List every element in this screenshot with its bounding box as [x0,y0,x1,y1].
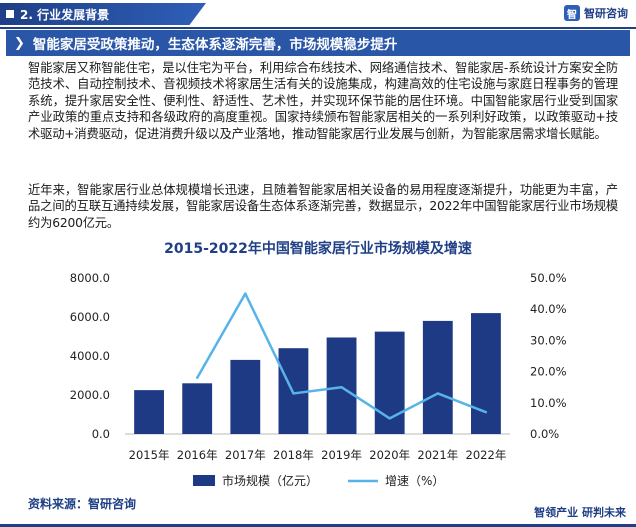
bar [230,359,261,434]
y-left-tick-label: 0.0 [92,427,110,441]
top-bar: 2. 行业发展背景 智 智研咨询 [0,0,636,28]
x-tick-label: 2022年 [466,448,507,462]
brand-name: 智研咨询 [584,7,628,20]
growth-point [244,292,247,295]
bar [326,337,357,434]
x-tick-label: 2016年 [177,448,218,462]
growth-point [195,376,199,380]
section-tab: 2. 行业发展背景 [0,3,206,25]
growth-point [340,386,343,389]
bar [422,320,453,434]
y-right-tick-label: 50.0% [530,271,567,285]
chart-title: 2015-2022年中国智能家居行业市场规模及增速 [164,240,472,257]
y-left-tick-label: 8000.0 [70,271,110,285]
legend-line-label: 增速（%） [385,474,444,488]
legend-bar-label: 市场规模（亿元） [222,473,318,488]
x-tick-label: 2019年 [321,448,362,462]
headline-banner: ❯ 智能家居受政策推动，生态体系逐渐完善，市场规模稳步提升 [6,30,630,56]
y-right-tick-label: 20.0% [530,365,567,379]
x-tick-label: 2017年 [225,448,266,462]
y-left-tick-label: 4000.0 [70,349,110,363]
market-size-chart: 2015-2022年中国智能家居行业市场规模及增速 0.0 2000.0 4000.0… [70,240,567,488]
square-icon [6,10,14,18]
bar [182,383,213,434]
growth-point [436,392,440,395]
x-tick-label: 2021年 [417,448,458,462]
bottom-divider [0,524,636,527]
y-right-tick-label: 10.0% [530,396,567,410]
body-paragraph-2: 近年来，智能家居行业总体规模增长迅速，且随着智能家居相关设备的易用程度逐渐提升，… [28,183,618,230]
section-label: 2. 行业发展背景 [20,7,110,22]
y-right-tick-label: 30.0% [530,333,567,347]
growth-point [388,417,391,420]
body-paragraph-1: 智能家居又称智能住宅，是以住宅为平台，利用综合布线技术、网络通信技术、智能家居-… [28,61,618,141]
y-left-tick-label: 6000.0 [70,310,110,324]
bar [134,390,164,434]
brand: 智 智研咨询 [564,5,628,21]
brand-logo-icon: 智 [564,5,580,21]
footer-tagline: 智领产业 研判未来 [534,506,626,519]
legend-bar-swatch [193,475,215,486]
chevron-right-icon: ❯ [14,35,25,51]
headline-text: 智能家居受政策推动，生态体系逐渐完善，市场规模稳步提升 [32,37,398,53]
top-divider [0,27,636,29]
x-tick-label: 2015年 [129,448,170,462]
x-tick-label: 2020年 [369,448,410,462]
bar [471,313,501,434]
source-note: 资料来源：智研咨询 [28,497,137,511]
y-left-tick-label: 2000.0 [70,388,110,402]
x-tick-label: 2018年 [273,448,314,462]
y-right-tick-label: 0.0% [530,427,559,441]
growth-point [292,392,295,395]
growth-point [484,410,488,414]
y-right-tick-label: 40.0% [530,302,567,316]
